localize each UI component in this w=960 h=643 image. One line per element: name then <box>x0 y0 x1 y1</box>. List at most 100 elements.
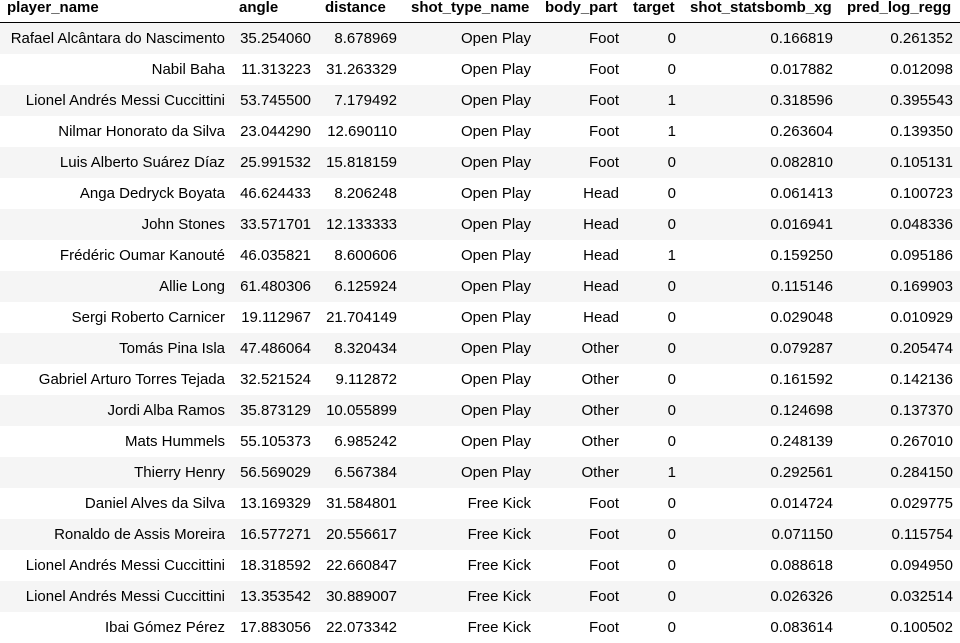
cell-body-part: Foot <box>538 612 626 643</box>
cell-shot-statsbomb-xg: 0.263604 <box>683 116 840 147</box>
cell-angle: 35.873129 <box>232 395 318 426</box>
cell-angle: 11.313223 <box>232 54 318 85</box>
cell-player-name: Luis Alberto Suárez Díaz <box>0 147 232 178</box>
cell-angle: 46.035821 <box>232 240 318 271</box>
cell-body-part: Other <box>538 457 626 488</box>
column-header-pred-log-regg: pred_log_regg <box>840 0 960 23</box>
cell-pred-log-regg: 0.205474 <box>840 333 960 364</box>
cell-body-part: Foot <box>538 519 626 550</box>
cell-pred-log-regg: 0.094950 <box>840 550 960 581</box>
cell-player-name: Rafael Alcântara do Nascimento <box>0 23 232 55</box>
cell-angle: 13.353542 <box>232 581 318 612</box>
cell-distance: 6.125924 <box>318 271 404 302</box>
cell-pred-log-regg: 0.261352 <box>840 23 960 55</box>
cell-pred-log-regg: 0.137370 <box>840 395 960 426</box>
cell-shot-type-name: Open Play <box>404 395 538 426</box>
cell-shot-statsbomb-xg: 0.248139 <box>683 426 840 457</box>
cell-distance: 6.567384 <box>318 457 404 488</box>
cell-angle: 19.112967 <box>232 302 318 333</box>
cell-distance: 15.818159 <box>318 147 404 178</box>
cell-angle: 55.105373 <box>232 426 318 457</box>
cell-angle: 35.254060 <box>232 23 318 55</box>
cell-shot-type-name: Open Play <box>404 209 538 240</box>
cell-target: 1 <box>626 116 683 147</box>
cell-shot-statsbomb-xg: 0.071150 <box>683 519 840 550</box>
cell-body-part: Other <box>538 333 626 364</box>
cell-shot-type-name: Open Play <box>404 240 538 271</box>
cell-distance: 8.206248 <box>318 178 404 209</box>
cell-distance: 10.055899 <box>318 395 404 426</box>
cell-distance: 12.133333 <box>318 209 404 240</box>
cell-body-part: Foot <box>538 54 626 85</box>
cell-body-part: Head <box>538 271 626 302</box>
cell-shot-type-name: Free Kick <box>404 519 538 550</box>
cell-player-name: Anga Dedryck Boyata <box>0 178 232 209</box>
cell-pred-log-regg: 0.029775 <box>840 488 960 519</box>
cell-angle: 25.991532 <box>232 147 318 178</box>
cell-body-part: Foot <box>538 581 626 612</box>
cell-distance: 7.179492 <box>318 85 404 116</box>
cell-target: 0 <box>626 147 683 178</box>
cell-pred-log-regg: 0.395543 <box>840 85 960 116</box>
cell-distance: 31.263329 <box>318 54 404 85</box>
cell-angle: 61.480306 <box>232 271 318 302</box>
cell-target: 0 <box>626 333 683 364</box>
cell-body-part: Head <box>538 240 626 271</box>
cell-pred-log-regg: 0.105131 <box>840 147 960 178</box>
cell-pred-log-regg: 0.048336 <box>840 209 960 240</box>
cell-shot-type-name: Free Kick <box>404 550 538 581</box>
column-header-player-name: player_name <box>0 0 232 23</box>
cell-distance: 20.556617 <box>318 519 404 550</box>
cell-shot-type-name: Open Play <box>404 364 538 395</box>
cell-pred-log-regg: 0.169903 <box>840 271 960 302</box>
cell-body-part: Head <box>538 178 626 209</box>
cell-shot-statsbomb-xg: 0.079287 <box>683 333 840 364</box>
cell-pred-log-regg: 0.139350 <box>840 116 960 147</box>
cell-player-name: Sergi Roberto Carnicer <box>0 302 232 333</box>
cell-target: 0 <box>626 302 683 333</box>
cell-player-name: Allie Long <box>0 271 232 302</box>
cell-shot-statsbomb-xg: 0.088618 <box>683 550 840 581</box>
cell-shot-statsbomb-xg: 0.166819 <box>683 23 840 55</box>
cell-body-part: Foot <box>538 147 626 178</box>
cell-player-name: Nilmar Honorato da Silva <box>0 116 232 147</box>
cell-body-part: Other <box>538 426 626 457</box>
cell-body-part: Other <box>538 395 626 426</box>
cell-player-name: Gabriel Arturo Torres Tejada <box>0 364 232 395</box>
cell-distance: 8.320434 <box>318 333 404 364</box>
cell-target: 0 <box>626 488 683 519</box>
cell-distance: 12.690110 <box>318 116 404 147</box>
cell-pred-log-regg: 0.095186 <box>840 240 960 271</box>
cell-shot-statsbomb-xg: 0.014724 <box>683 488 840 519</box>
cell-angle: 17.883056 <box>232 612 318 643</box>
cell-shot-statsbomb-xg: 0.124698 <box>683 395 840 426</box>
cell-pred-log-regg: 0.267010 <box>840 426 960 457</box>
column-header-target: target <box>626 0 683 23</box>
cell-player-name: Tomás Pina Isla <box>0 333 232 364</box>
cell-angle: 32.521524 <box>232 364 318 395</box>
cell-target: 0 <box>626 23 683 55</box>
cell-distance: 22.073342 <box>318 612 404 643</box>
cell-pred-log-regg: 0.284150 <box>840 457 960 488</box>
cell-player-name: Lionel Andrés Messi Cuccittini <box>0 550 232 581</box>
cell-player-name: Lionel Andrés Messi Cuccittini <box>0 581 232 612</box>
cell-target: 0 <box>626 364 683 395</box>
cell-shot-statsbomb-xg: 0.017882 <box>683 54 840 85</box>
cell-angle: 46.624433 <box>232 178 318 209</box>
cell-player-name: Thierry Henry <box>0 457 232 488</box>
cell-shot-statsbomb-xg: 0.159250 <box>683 240 840 271</box>
cell-shot-type-name: Open Play <box>404 457 538 488</box>
cell-distance: 22.660847 <box>318 550 404 581</box>
cell-player-name: John Stones <box>0 209 232 240</box>
